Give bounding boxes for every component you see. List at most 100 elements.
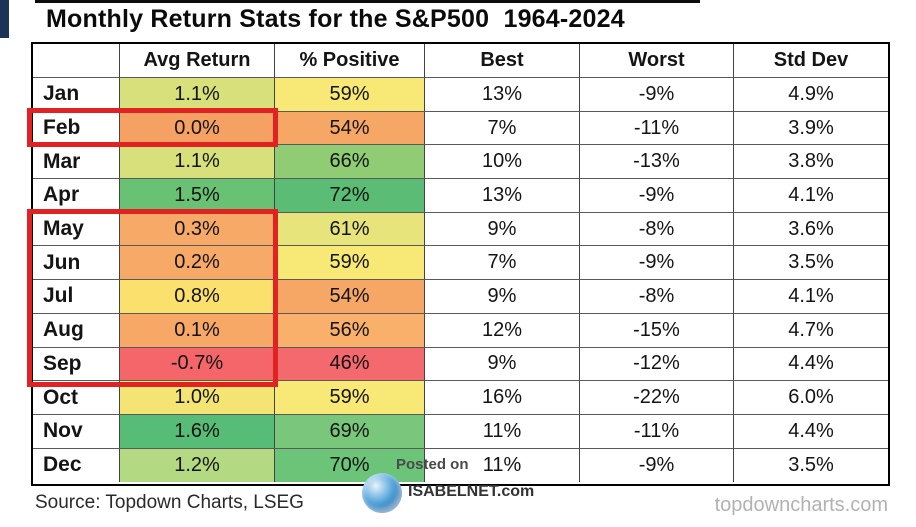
- header-pct-positive: % Positive: [275, 44, 425, 77]
- best-cell: 9%: [425, 347, 580, 381]
- avg-return-cell: 1.1%: [120, 78, 275, 111]
- best-cell: 11%: [425, 414, 580, 448]
- table-row: Oct 1.0% 59% 16% -22% 6.0%: [33, 381, 888, 415]
- monthly-stats-table: Avg Return % Positive Best Worst Std Dev…: [31, 42, 890, 486]
- std-dev-cell: 3.9%: [788, 116, 834, 139]
- month-label: Feb: [33, 111, 120, 145]
- pct-positive-cell: 70%: [275, 448, 425, 483]
- std-dev-cell: 4.4%: [788, 352, 834, 375]
- worst-cell: -22%: [580, 381, 734, 414]
- pct-positive-cell: 54%: [275, 280, 425, 313]
- pct-positive-cell: 59%: [275, 246, 425, 280]
- avg-return-cell: 1.5%: [120, 179, 275, 212]
- worst-cell: -15%: [580, 313, 734, 347]
- std-dev-cell: 4.9%: [788, 82, 834, 105]
- avg-return-cell: 1.0%: [120, 381, 275, 414]
- avg-return-cell: -0.7%: [120, 347, 275, 381]
- watermark-isabelnet: ISABELNET.com: [408, 483, 535, 500]
- pct-positive-cell: 54%: [275, 111, 425, 145]
- table-header-row: Avg Return % Positive Best Worst Std Dev: [33, 44, 888, 78]
- avg-return-cell: 1.2%: [120, 448, 275, 483]
- worst-cell: -11%: [580, 414, 734, 448]
- table-row: Jul 0.8% 54% 9% -8% 4.1%: [33, 280, 888, 314]
- worst-cell: -12%: [580, 347, 734, 381]
- best-cell: 13%: [425, 179, 580, 212]
- best-cell: 13%: [425, 78, 580, 111]
- table-row: Mar 1.1% 66% 10% -13% 3.8%: [33, 145, 888, 180]
- corner-mark-decoration: [0, 0, 9, 38]
- top-rule-line: [35, 0, 700, 3]
- table-row: Sep -0.7% 46% 9% -12% 4.4%: [33, 347, 888, 382]
- std-dev-cell: 4.1%: [788, 284, 834, 307]
- pct-positive-cell: 59%: [275, 381, 425, 414]
- pct-positive-cell: 72%: [275, 179, 425, 212]
- best-cell: 16%: [425, 381, 580, 414]
- isabelnet-logo-icon: [362, 473, 402, 513]
- worst-cell: -9%: [580, 448, 734, 483]
- month-label: Sep: [33, 347, 120, 381]
- worst-cell: -11%: [580, 111, 734, 145]
- month-label: Nov: [33, 414, 120, 448]
- month-label: May: [33, 212, 120, 246]
- best-cell: 10%: [425, 145, 580, 179]
- header-avg-return: Avg Return: [120, 44, 275, 77]
- avg-return-cell: 1.6%: [120, 414, 275, 448]
- header-std-dev: Std Dev: [734, 44, 888, 77]
- best-cell: 9%: [425, 280, 580, 313]
- std-dev-cell: 3.5%: [788, 251, 834, 274]
- std-dev-cell: 3.5%: [788, 453, 834, 476]
- worst-cell: -9%: [580, 179, 734, 212]
- std-dev-cell: 6.0%: [788, 386, 834, 409]
- month-label: Dec: [33, 448, 120, 483]
- best-cell: 7%: [425, 111, 580, 145]
- header-month: [33, 44, 120, 77]
- std-dev-cell: 4.1%: [788, 183, 834, 206]
- pct-positive-cell: 61%: [275, 212, 425, 246]
- table-row: Jan 1.1% 59% 13% -9% 4.9%: [33, 78, 888, 112]
- pct-positive-cell: 59%: [275, 78, 425, 111]
- avg-return-cell: 0.2%: [120, 246, 275, 280]
- table-row: Nov 1.6% 69% 11% -11% 4.4%: [33, 414, 888, 449]
- pct-positive-cell: 46%: [275, 347, 425, 381]
- table-row: Aug 0.1% 56% 12% -15% 4.7%: [33, 313, 888, 348]
- month-label: Aug: [33, 313, 120, 347]
- worst-cell: -8%: [580, 212, 734, 246]
- month-label: Oct: [33, 381, 120, 414]
- pct-positive-cell: 69%: [275, 414, 425, 448]
- best-cell: 12%: [425, 313, 580, 347]
- month-label: Mar: [33, 145, 120, 179]
- best-cell: 7%: [425, 246, 580, 280]
- best-cell: 9%: [425, 212, 580, 246]
- page-title: Monthly Return Stats for the S&P500 1964…: [46, 5, 625, 33]
- header-best: Best: [425, 44, 580, 77]
- worst-cell: -9%: [580, 246, 734, 280]
- table-row: May 0.3% 61% 9% -8% 3.6%: [33, 212, 888, 247]
- worst-cell: -9%: [580, 78, 734, 111]
- best-cell: 11%: [425, 448, 580, 483]
- table-row: Jun 0.2% 59% 7% -9% 3.5%: [33, 246, 888, 281]
- month-label: Jun: [33, 246, 120, 280]
- source-note: Source: Topdown Charts, LSEG: [35, 492, 304, 513]
- avg-return-cell: 0.1%: [120, 313, 275, 347]
- table-row: Apr 1.5% 72% 13% -9% 4.1%: [33, 179, 888, 213]
- month-label: Jan: [33, 78, 120, 111]
- std-dev-cell: 3.8%: [788, 150, 834, 173]
- header-worst: Worst: [580, 44, 734, 77]
- pct-positive-cell: 56%: [275, 313, 425, 347]
- std-dev-cell: 4.4%: [788, 419, 834, 442]
- avg-return-cell: 0.3%: [120, 212, 275, 246]
- avg-return-cell: 0.8%: [120, 280, 275, 313]
- pct-positive-cell: 66%: [275, 145, 425, 179]
- month-label: Apr: [33, 179, 120, 212]
- avg-return-cell: 0.0%: [120, 111, 275, 145]
- table-row: Feb 0.0% 54% 7% -11% 3.9%: [33, 111, 888, 146]
- worst-cell: -13%: [580, 145, 734, 179]
- watermark-posted-on: Posted on: [396, 456, 469, 473]
- site-note: topdowncharts.com: [714, 494, 888, 516]
- worst-cell: -8%: [580, 280, 734, 313]
- month-label: Jul: [33, 280, 120, 313]
- std-dev-cell: 3.6%: [788, 217, 834, 240]
- avg-return-cell: 1.1%: [120, 145, 275, 179]
- std-dev-cell: 4.7%: [788, 318, 834, 341]
